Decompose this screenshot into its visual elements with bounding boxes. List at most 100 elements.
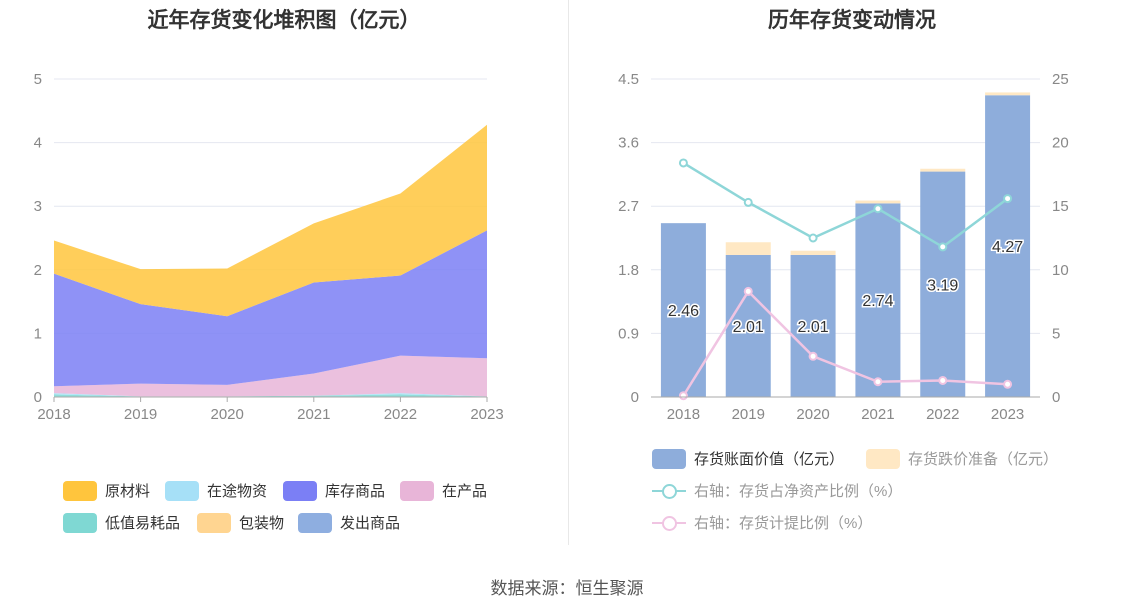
bar-value-label: 2.01 bbox=[798, 319, 829, 336]
legend-item[interactable]: 存货跌价准备（亿元） bbox=[866, 448, 1058, 469]
area-series bbox=[54, 230, 487, 387]
y-tick-label: 2 bbox=[34, 262, 42, 279]
legend-swatch bbox=[400, 480, 434, 501]
stacked-area-panel: 近年存货变化堆积图（亿元） 0 1 2 3 4 5 2018 2019 2020 2021 2022… bbox=[0, 0, 568, 545]
legend-item[interactable]: 在途物资 bbox=[165, 480, 267, 501]
bar-value-label: 4.27 bbox=[992, 239, 1023, 256]
line-point bbox=[1003, 194, 1013, 204]
right-chart-title: 历年存货变动情况 bbox=[768, 9, 936, 32]
x-tick-label: 2019 bbox=[732, 406, 765, 423]
legend-label: 原材料 bbox=[105, 483, 151, 500]
x-tick-label: 2021 bbox=[861, 406, 894, 423]
bar bbox=[985, 92, 1031, 96]
legend-label: 发出商品 bbox=[340, 515, 401, 532]
legend-swatch bbox=[63, 512, 97, 533]
bar bbox=[920, 168, 966, 172]
legend-swatch bbox=[866, 448, 900, 469]
line-point bbox=[808, 233, 818, 243]
y-tick-label: 4 bbox=[34, 135, 42, 152]
line-point bbox=[1003, 379, 1013, 389]
legend-swatch bbox=[652, 448, 686, 469]
y-tick-label: 0.9 bbox=[618, 325, 639, 342]
y-tick-label: 0 bbox=[34, 389, 42, 406]
x-tick-label: 2021 bbox=[297, 406, 330, 423]
legend-marker bbox=[662, 515, 677, 531]
x-tick-label: 2018 bbox=[667, 406, 700, 423]
y-tick-label: 4.5 bbox=[618, 71, 639, 88]
legend-item[interactable]: 包装物 bbox=[197, 512, 284, 533]
bar bbox=[920, 171, 966, 397]
bar bbox=[725, 242, 771, 255]
legend-label: 库存商品 bbox=[325, 483, 386, 500]
legend-label: 存货跌价准备（亿元） bbox=[908, 451, 1059, 468]
panel-divider bbox=[568, 0, 569, 545]
legend-marker bbox=[662, 483, 677, 499]
x-tick-label: 2023 bbox=[991, 406, 1024, 423]
bar-value-label: 2.01 bbox=[733, 319, 764, 336]
y-tick-label: 3 bbox=[34, 198, 42, 215]
legend-label: 在途物资 bbox=[207, 483, 268, 500]
area-series bbox=[54, 124, 487, 317]
y2-tick-label: 5 bbox=[1052, 325, 1060, 342]
bar bbox=[855, 200, 901, 204]
x-tick-label: 2019 bbox=[124, 406, 157, 423]
area-series bbox=[54, 355, 487, 397]
x-tick-label: 2018 bbox=[37, 406, 70, 423]
y-tick-label: 3.6 bbox=[618, 135, 639, 152]
legend-item[interactable]: 右轴：存货占净资产比例（%） bbox=[652, 480, 902, 501]
data-source: 数据来源：恒生聚源 bbox=[490, 579, 644, 598]
line-series bbox=[682, 289, 1008, 397]
bar-value-label: 2.46 bbox=[668, 303, 699, 320]
y2-tick-label: 25 bbox=[1052, 71, 1069, 88]
bar-line-combo-chart: 0 0.9 1.8 2.7 3.6 4.5 0 5 10 15 20 25 2.46 2.01 2.01 2.… bbox=[618, 71, 1069, 423]
y-tick-label: 5 bbox=[34, 71, 42, 88]
x-tick-label: 2020 bbox=[796, 406, 829, 423]
legend-swatch bbox=[165, 480, 199, 501]
bar-value-label: 3.19 bbox=[927, 277, 958, 294]
legend-label: 右轴：存货计提比例（%） bbox=[694, 515, 873, 532]
line-point bbox=[873, 204, 883, 214]
y-tick-label: 2.7 bbox=[618, 198, 639, 215]
bar bbox=[660, 223, 706, 397]
legend-label: 在产品 bbox=[442, 483, 488, 500]
bar bbox=[855, 203, 901, 397]
legend-swatch bbox=[298, 512, 332, 533]
bar bbox=[725, 254, 771, 397]
legend-item[interactable]: 库存商品 bbox=[283, 480, 385, 501]
y-tick-label: 1.8 bbox=[618, 262, 639, 279]
y2-tick-label: 20 bbox=[1052, 135, 1069, 152]
line-point bbox=[873, 377, 883, 387]
x-tick-label: 2023 bbox=[470, 406, 503, 423]
line-point bbox=[678, 391, 688, 401]
legend-item[interactable]: 存货账面价值（亿元） bbox=[652, 448, 844, 469]
legend-swatch bbox=[652, 513, 686, 533]
legend-swatch bbox=[63, 480, 97, 501]
y2-tick-label: 15 bbox=[1052, 198, 1069, 215]
line-point bbox=[678, 158, 688, 168]
legend-item[interactable]: 发出商品 bbox=[298, 512, 400, 533]
line-point bbox=[938, 375, 948, 385]
legend-swatch bbox=[652, 481, 686, 501]
legend-item[interactable]: 低值易耗品 bbox=[63, 512, 180, 533]
legend-item[interactable]: 右轴：存货计提比例（%） bbox=[652, 512, 872, 533]
legend-label: 低值易耗品 bbox=[105, 515, 181, 532]
legend-swatch bbox=[283, 480, 317, 501]
x-tick-label: 2022 bbox=[926, 406, 959, 423]
x-tick-label: 2022 bbox=[384, 406, 417, 423]
inventory-change-panel: 历年存货变动情况 0 0.9 1.8 2.7 3.6 4.5 0 5 10 15 20 25 2.46 2… bbox=[570, 0, 1134, 545]
y-tick-label: 0 bbox=[631, 389, 639, 406]
line-point bbox=[743, 286, 753, 296]
legend-item[interactable]: 原材料 bbox=[63, 480, 150, 501]
line-series bbox=[682, 161, 1009, 249]
legend-label: 存货账面价值（亿元） bbox=[694, 451, 845, 468]
legend-label: 右轴：存货占净资产比例（%） bbox=[694, 483, 903, 500]
legend-swatch bbox=[197, 512, 231, 533]
legend-item[interactable]: 在产品 bbox=[400, 480, 487, 501]
line-point bbox=[743, 197, 753, 207]
y2-tick-label: 0 bbox=[1052, 389, 1060, 406]
line-point bbox=[938, 242, 948, 252]
stacked-area-chart: 0 1 2 3 4 5 2018 2019 2020 2021 2022 2023 bbox=[34, 71, 504, 423]
left-chart-title: 近年存货变化堆积图（亿元） bbox=[147, 9, 421, 32]
bar bbox=[985, 95, 1031, 398]
x-tick-label: 2020 bbox=[211, 406, 244, 423]
